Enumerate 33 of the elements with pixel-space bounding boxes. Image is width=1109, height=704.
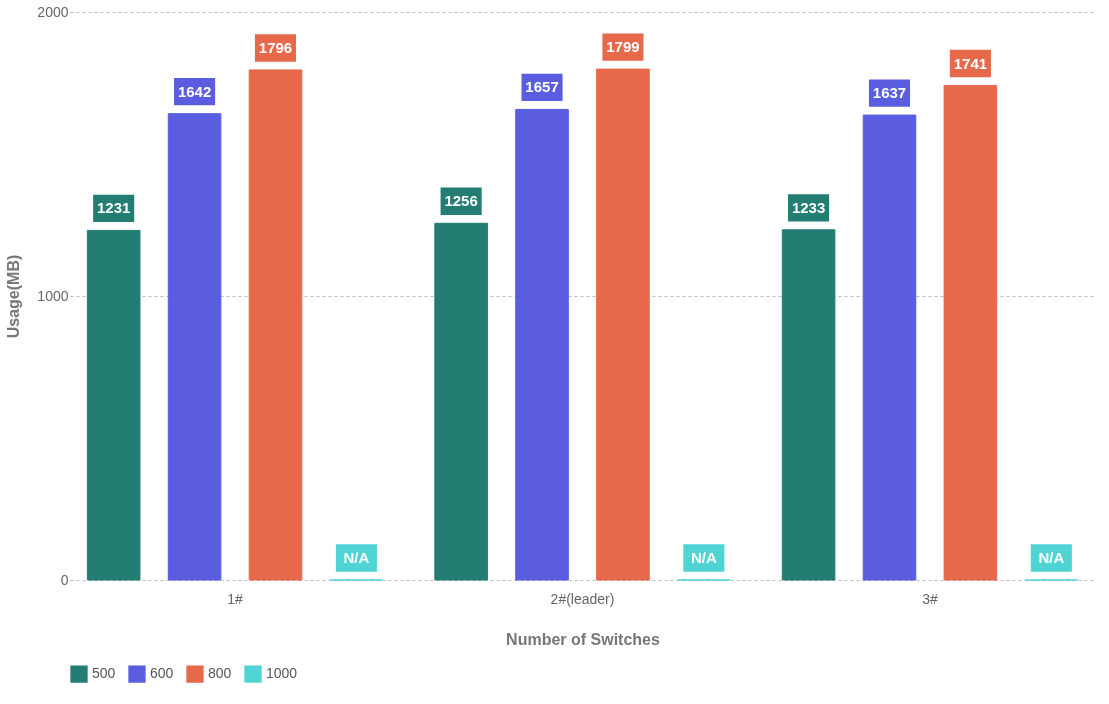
data-label: 1741: [953, 54, 988, 72]
x-tick-label: 3#: [922, 590, 938, 607]
bar: [943, 85, 998, 581]
bar: [434, 222, 488, 581]
x-axis-title: Number of Switches: [506, 630, 660, 648]
data-label: 1657: [525, 78, 559, 96]
legend-label: 600: [150, 665, 174, 682]
bar: [596, 68, 650, 581]
y-tick-label: 2000: [37, 3, 69, 20]
bar: [86, 229, 141, 581]
data-label: 1642: [177, 82, 212, 100]
bar: [862, 114, 917, 581]
legend-label: 500: [92, 665, 116, 682]
bar: [248, 69, 303, 581]
x-tick-label: 2#(leader): [550, 590, 615, 607]
legend-label: 1000: [266, 665, 298, 682]
y-tick-label: 0: [60, 571, 69, 588]
data-label: 1233: [791, 198, 826, 216]
data-label: 1796: [258, 38, 293, 56]
data-label: 1637: [872, 84, 907, 102]
x-tick-label: 1#: [227, 590, 244, 607]
data-label: N/A: [690, 549, 717, 566]
data-label: 1799: [606, 38, 640, 56]
data-label: N/A: [343, 549, 370, 566]
bar: [515, 108, 569, 581]
data-label: 1256: [444, 192, 478, 210]
y-tick-label: 1000: [37, 287, 69, 304]
y-axis-title: Usage(MB): [5, 254, 23, 339]
bar: [781, 229, 836, 581]
legend-label: 800: [208, 665, 232, 682]
data-label: 1231: [96, 199, 131, 217]
data-label: N/A: [1038, 549, 1065, 566]
bar: [167, 113, 222, 581]
